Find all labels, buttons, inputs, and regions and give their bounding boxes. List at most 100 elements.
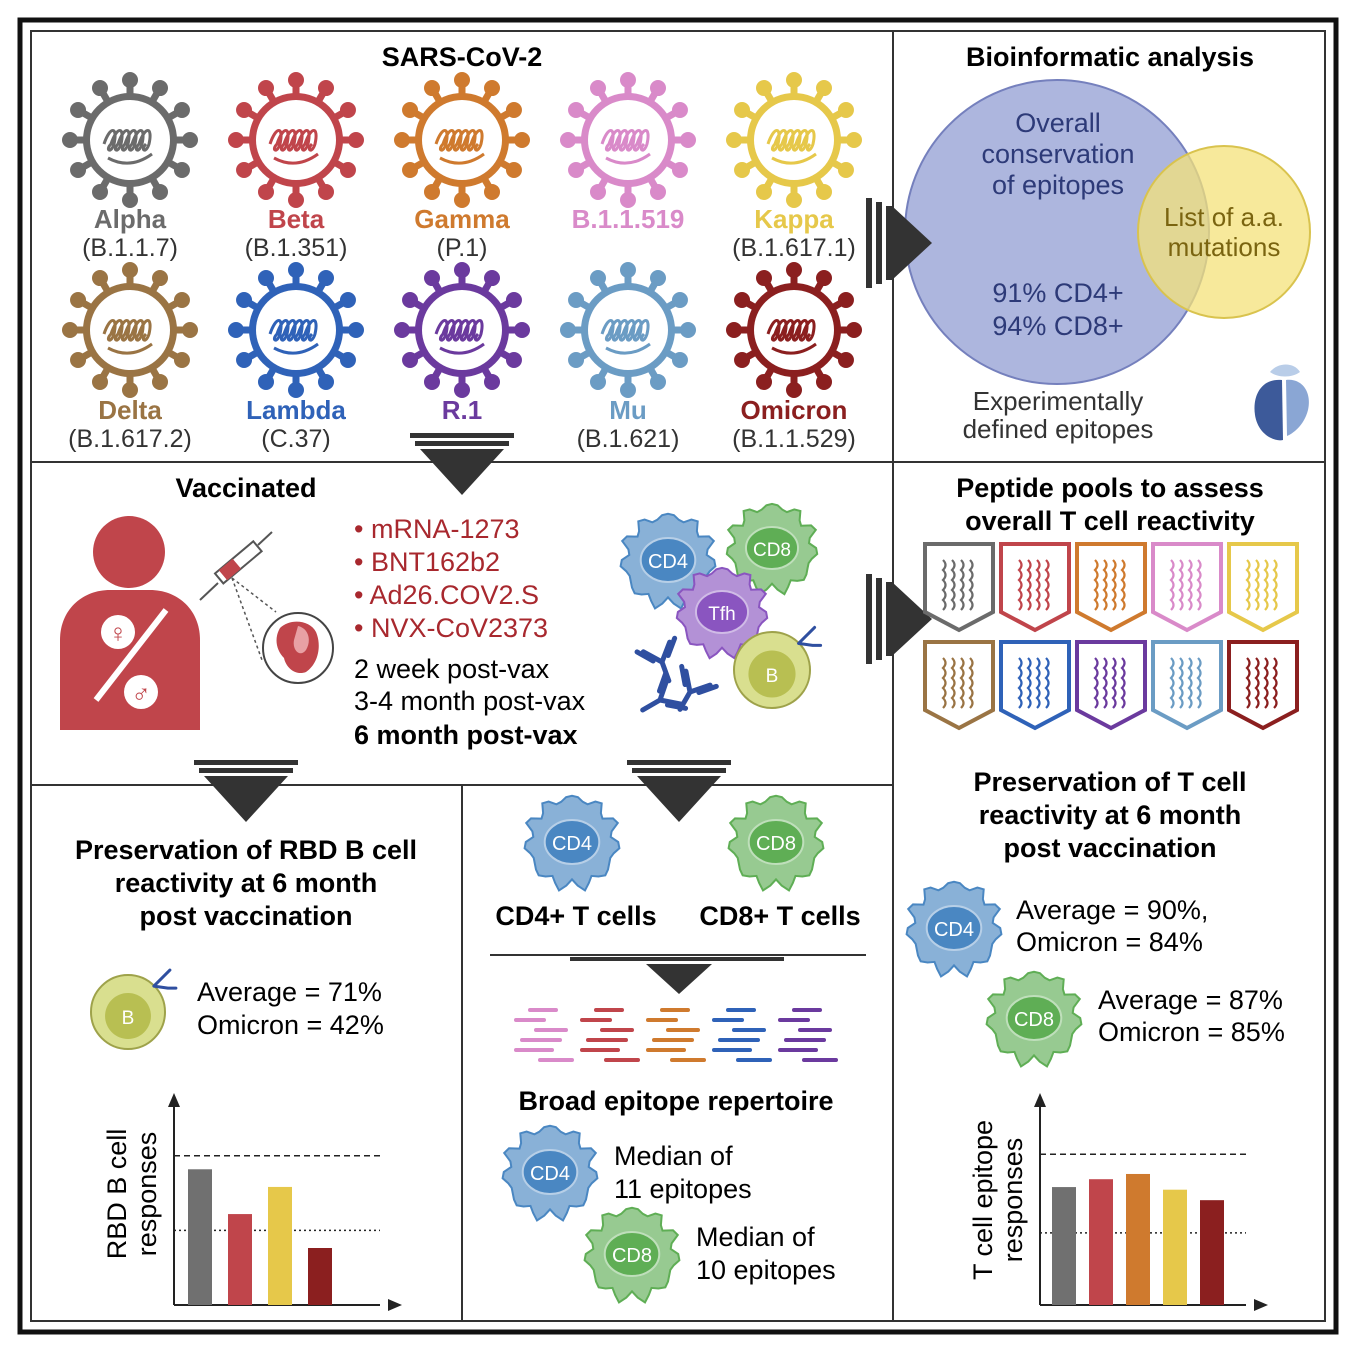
virus-icon-gamma: [394, 72, 530, 208]
tcell-cd8-omicron: Omicron = 85%: [1098, 1017, 1285, 1047]
bcell-title-3: post vaccination: [139, 901, 352, 931]
bar-0: [1052, 1187, 1076, 1305]
virus-icon-omicron: [726, 262, 862, 398]
bar-0: [188, 1169, 212, 1305]
antibody-icon: [640, 671, 689, 713]
bar-1: [228, 1214, 252, 1305]
cd8-median-2: 10 epitopes: [696, 1255, 836, 1285]
cd4-tcells-caption: CD4+ T cells: [495, 901, 656, 931]
epitope-tcells: CD4 CD8 CD4 CD8: [501, 794, 825, 1304]
antibody-icon: [677, 663, 719, 712]
vax-cd4-cell: CD4: [619, 512, 717, 610]
x-axis-arrow: [1254, 1299, 1268, 1311]
peptide-pool-lambda: [999, 640, 1071, 731]
peptide-pools: [923, 542, 1299, 731]
tcell-ylabel-1: T cell epitope: [968, 1120, 998, 1280]
variant-lineage: (C.37): [261, 425, 330, 453]
tcell-cd4-cell: CD4: [905, 880, 1003, 978]
virus-icon-beta: [228, 72, 364, 208]
mutations-circle: [1137, 145, 1311, 319]
virus-icon-b-1-1-519: [560, 72, 696, 208]
tcell-ylabel-2: responses: [998, 1138, 1028, 1263]
timepoint-3-4mo: 3-4 month post-vax: [354, 686, 586, 716]
y-axis-arrow: [1034, 1093, 1046, 1107]
bar-4: [1200, 1200, 1224, 1305]
virus-icon-alpha: [62, 72, 198, 208]
timepoint-2wk: 2 week post-vax: [354, 654, 550, 684]
cd4-median-2: 11 epitopes: [614, 1174, 752, 1204]
repertoire-title: Broad epitope repertoire: [518, 1086, 833, 1116]
variant-name: Alpha: [94, 204, 167, 234]
bcell-b-cell-label: B: [122, 1008, 135, 1029]
virus-icon-r-1: [394, 262, 530, 398]
virus-icon-delta: [62, 262, 198, 398]
peptide-pool-kappa: [1227, 542, 1299, 633]
median-cd4-cell: CD4: [501, 1124, 599, 1222]
bar-3: [308, 1248, 332, 1305]
tcell-cells: CD4 CD8: [905, 880, 1083, 1068]
virus-icon-lambda: [228, 262, 364, 398]
bioinformatic-title: Bioinformatic analysis: [966, 42, 1254, 72]
arrow-down-vaccinated: [410, 433, 514, 495]
timepoint-6mo: 6 month post-vax: [354, 720, 578, 750]
arrow-down-bcell: [194, 760, 298, 822]
epi-cd8-cell-label: CD8: [756, 833, 796, 855]
bar-3: [1163, 1189, 1187, 1305]
epitopes-caption-2: defined epitopes: [963, 414, 1154, 444]
vaccinated-title: Vaccinated: [175, 473, 316, 503]
bcell-title-1: Preservation of RBD B cell: [75, 835, 417, 865]
median-cd8-cell-label: CD8: [612, 1245, 652, 1267]
peptide-pool-gamma: [1075, 542, 1147, 633]
variant-name: Gamma: [414, 204, 510, 234]
tcell-cd8-average: Average = 87%: [1098, 985, 1283, 1015]
cd4-conservation: 91% CD4+: [992, 278, 1123, 308]
vax-b-cell: B: [733, 625, 823, 709]
bar-2: [1126, 1173, 1150, 1305]
peptide-pool-beta: [999, 542, 1071, 633]
y-axis-arrow: [168, 1093, 180, 1107]
bar-1: [1089, 1179, 1113, 1305]
bcell-title-2: reactivity at 6 month: [115, 868, 378, 898]
epi-cd4-cell: CD4: [523, 794, 621, 892]
bcell-average: Average = 71%: [197, 977, 382, 1007]
vaccine-item: • Ad26.COV2.S: [354, 580, 539, 610]
outer-frame: [17, 17, 1339, 1335]
cd4-median-1: Median of: [614, 1141, 733, 1171]
epi-cd4-cell-label: CD4: [552, 833, 592, 855]
vaccine-list: • mRNA-1273• BNT162b2• Ad26.COV2.S• NVX-…: [354, 514, 548, 643]
arrow-to-peptide-pools: [866, 574, 932, 664]
sars-title: SARS-CoV-2: [382, 42, 543, 72]
peptide-title-1: Peptide pools to assess: [956, 473, 1264, 503]
tcell-cd8-cell-label: CD8: [1014, 1009, 1054, 1031]
tcell-cd8-cell: CD8: [985, 970, 1083, 1068]
vaccine-item: • mRNA-1273: [354, 514, 520, 544]
conservation-text-1: Overall: [1015, 108, 1101, 138]
bar-2: [268, 1186, 292, 1305]
spike-protein-icon: [262, 612, 334, 684]
variant-name: Delta: [98, 395, 162, 425]
peptide-pool-r-1: [1075, 640, 1147, 731]
arrow-to-bioinformatic: [866, 198, 932, 288]
tcell-cd4-cell-label: CD4: [934, 919, 974, 941]
cd8-tcells-caption: CD8+ T cells: [699, 901, 860, 931]
bcell-bar-chart: [168, 1093, 402, 1311]
peptide-pool-mu: [1151, 640, 1223, 731]
mutations-text-2: mutations: [1168, 232, 1281, 262]
vax-b-cell-label: B: [766, 666, 779, 687]
bcell-ylabel-1: RBD B cell: [102, 1129, 132, 1260]
person-figure: ♀ ♂: [60, 516, 200, 730]
peptide-pool-b-1-1-519: [1151, 542, 1223, 633]
variant-lineage: (B.1.1.7): [82, 234, 178, 262]
x-axis-arrow: [388, 1299, 402, 1311]
variant-lineage: (B.1.351): [245, 234, 348, 262]
median-cd4-cell-label: CD4: [530, 1163, 570, 1185]
variant-name: Omicron: [741, 395, 848, 425]
tcell-cd4-average: Average = 90%,: [1016, 895, 1208, 925]
peptide-title-2: overall T cell reactivity: [965, 506, 1255, 536]
vaccine-item: • BNT162b2: [354, 547, 500, 577]
tcell-title-3: post vaccination: [1003, 833, 1216, 863]
arrow-down-epitope: [627, 760, 731, 822]
variant-lineage: (B.1.621): [577, 425, 680, 453]
variant-name: Kappa: [754, 204, 834, 234]
epi-cd8-cell: CD8: [727, 794, 825, 892]
